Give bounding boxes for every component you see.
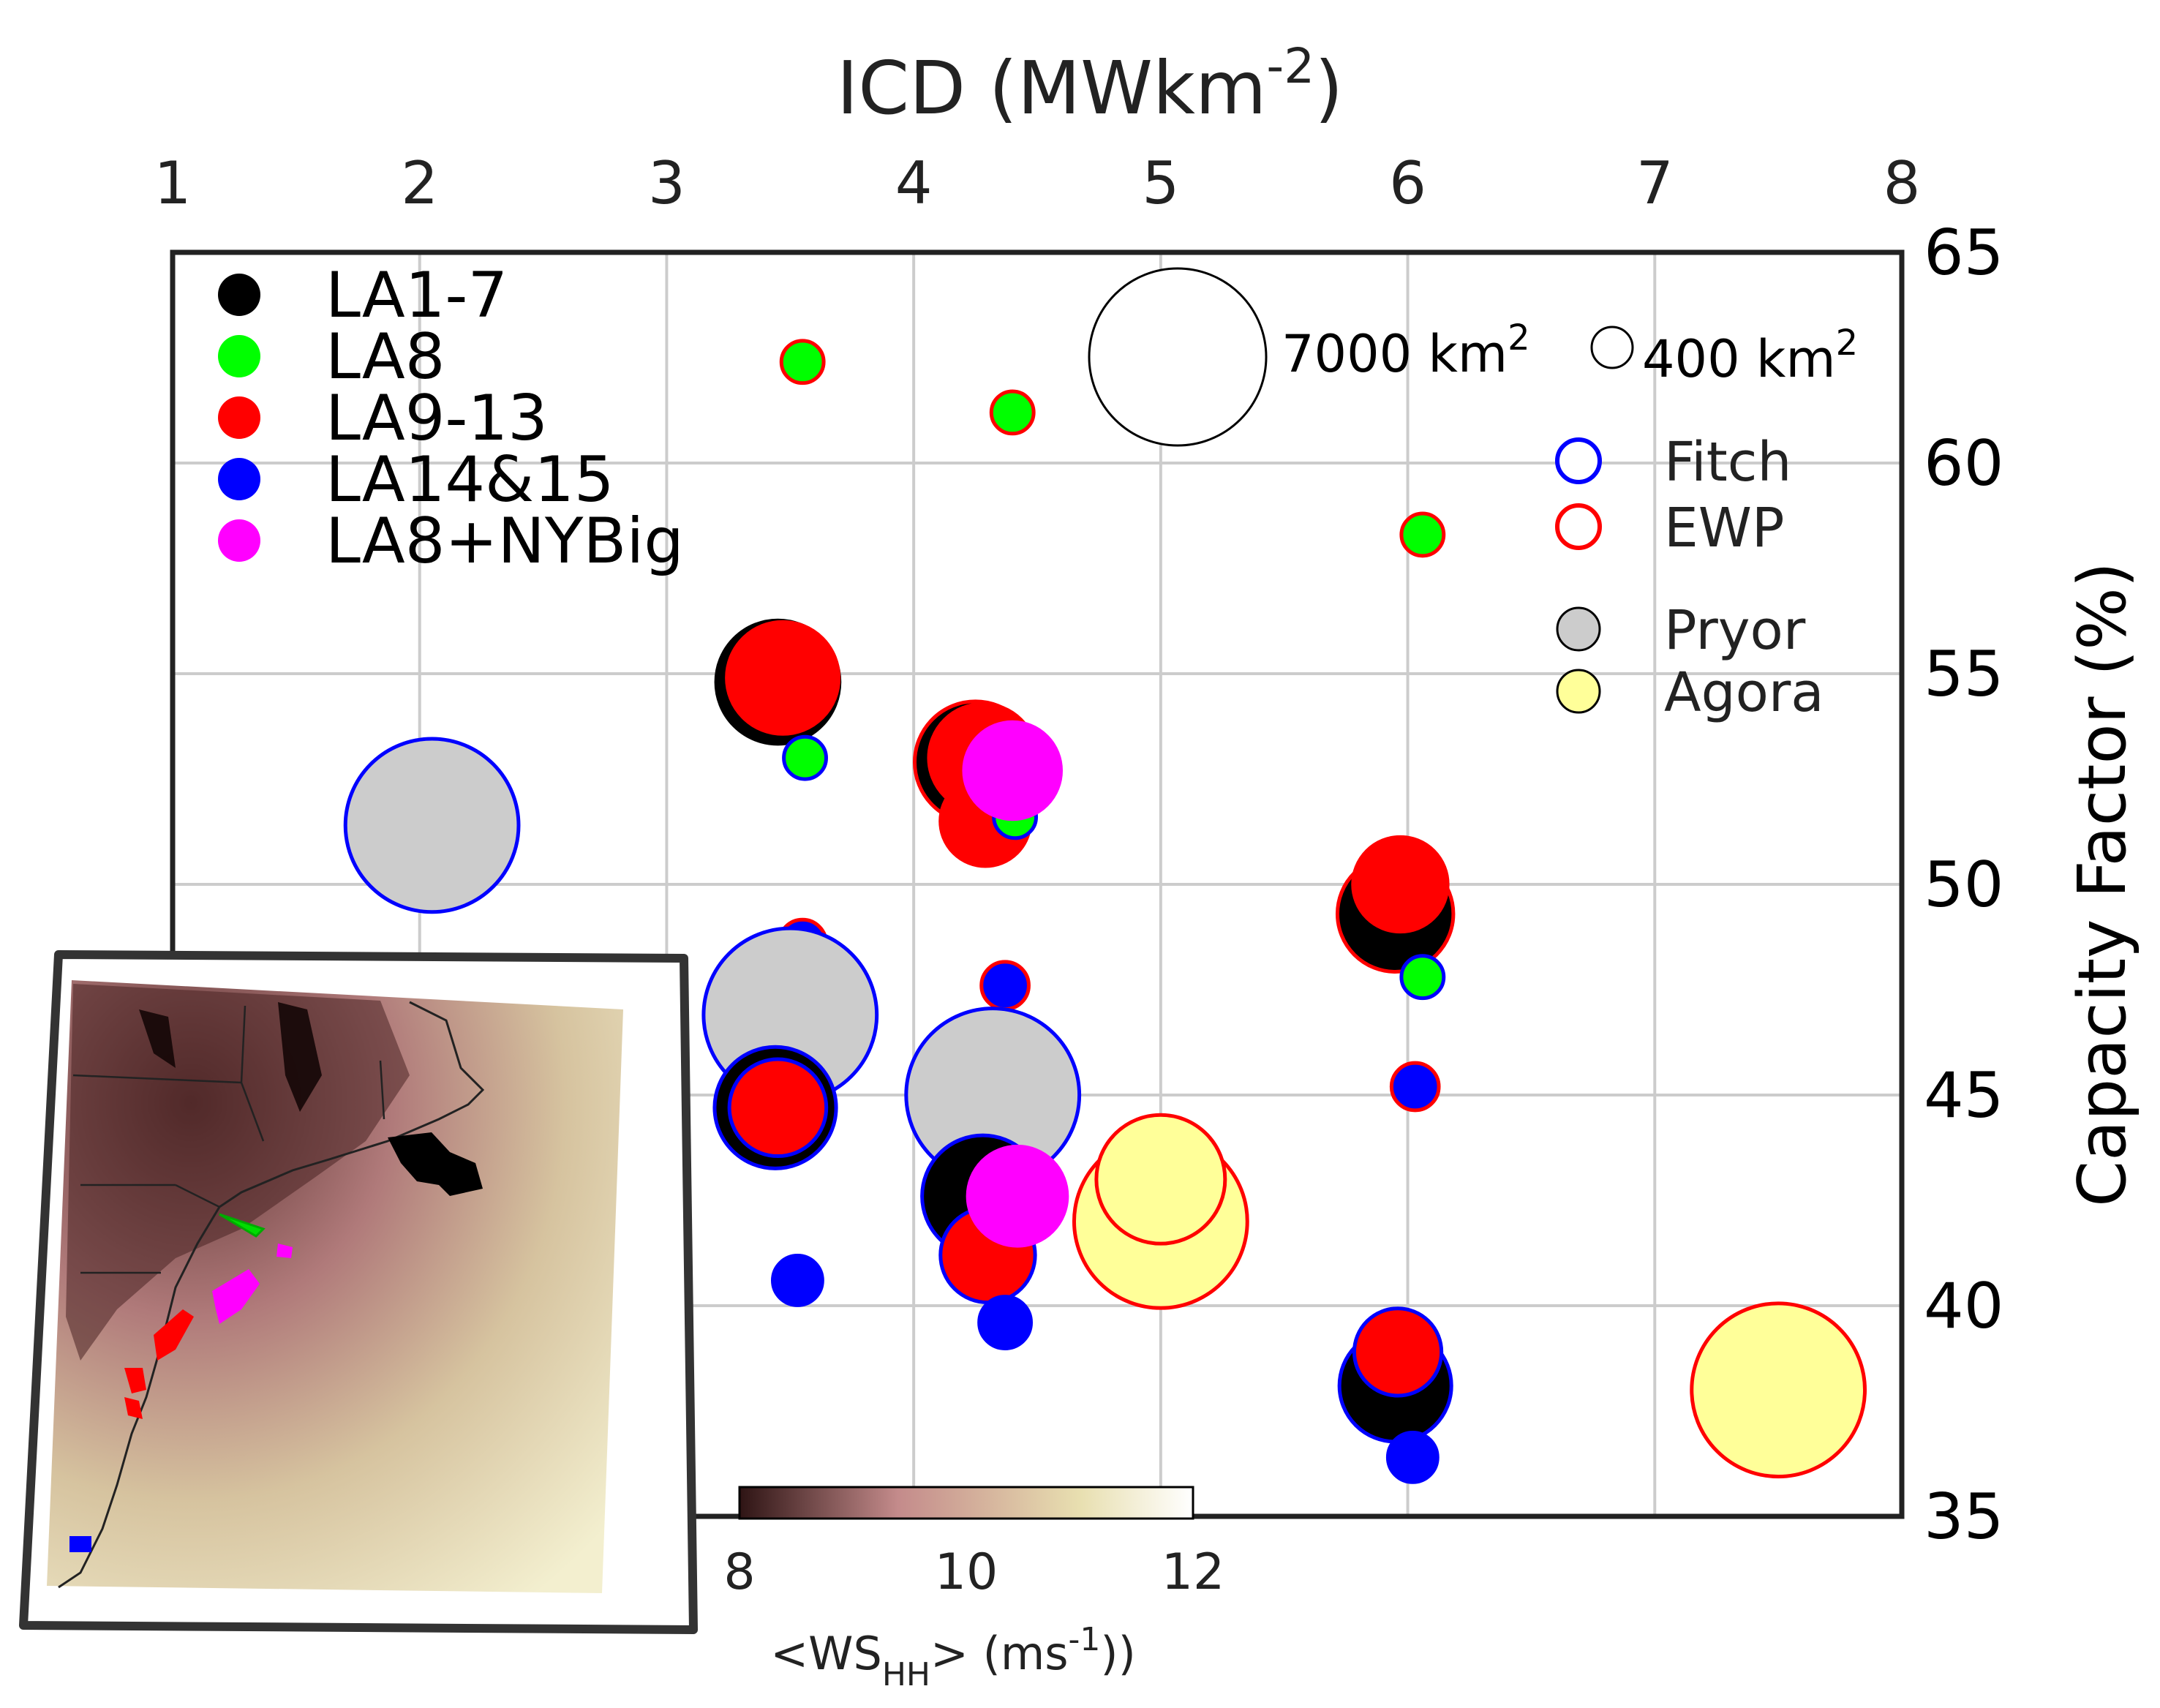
data-point (725, 620, 841, 736)
data-point (1399, 954, 1446, 1001)
data-point (1389, 1061, 1441, 1113)
legend-marker (218, 335, 260, 377)
y-tick-label: 60 (1924, 427, 2003, 500)
inset-map-borders (72, 1005, 385, 1274)
size-legend-small-circle (1590, 326, 1634, 369)
ewp-legend-marker (1555, 503, 1602, 550)
y-tick-label: 40 (1924, 1270, 2003, 1343)
x-tick-label: 2 (401, 149, 438, 217)
colorbar-tick-8: 8 (723, 1543, 755, 1601)
legend-label: LA14&15 (325, 443, 614, 516)
data-point (1385, 1430, 1440, 1484)
source-legend: Fitch EWP Pryor Agora (1555, 431, 1824, 724)
colorbar-tick-12: 12 (1162, 1543, 1225, 1601)
inset-map-farm-la8 (219, 1213, 266, 1238)
data-point (782, 734, 828, 781)
ewp-legend-label: EWP (1664, 497, 1785, 560)
x-axis-label: ICD (MWkm-2) (837, 38, 1343, 131)
fitch-legend-label: Fitch (1664, 431, 1791, 494)
x-tick-label: 3 (648, 149, 685, 217)
x-tick-label: 1 (154, 149, 192, 217)
data-point (977, 1295, 1034, 1350)
y-tick-label: 55 (1924, 638, 2003, 711)
legend-label: LA9-13 (325, 382, 548, 455)
y-tick-label: 50 (1924, 849, 2003, 922)
inset-map-mountains (139, 1002, 322, 1112)
data-point (343, 737, 521, 914)
data-point (1352, 1306, 1444, 1398)
pryor-legend-label: Pryor (1664, 599, 1806, 662)
data-point (1690, 1301, 1867, 1479)
inset-map-farm-la1-7 (388, 1132, 483, 1196)
colorbar-gradient (738, 1486, 1194, 1520)
x-tick-label: 7 (1636, 149, 1674, 217)
data-point (1094, 1113, 1227, 1246)
data-point (962, 720, 1064, 821)
legend-marker (218, 396, 260, 439)
data-point (979, 960, 1031, 1012)
legend-label: LA1-7 (325, 259, 508, 332)
x-tick-label: 4 (895, 149, 933, 217)
data-points (343, 339, 1867, 1484)
data-point (1399, 511, 1446, 558)
y-tick-labels: 35 40 45 50 55 60 65 (1924, 217, 2003, 1554)
data-point (779, 339, 826, 385)
y-tick-label: 65 (1924, 217, 2003, 290)
y-tick-label: 45 (1924, 1059, 2003, 1132)
data-point (727, 1057, 829, 1159)
inset-map-farm-la9-13 (124, 1309, 194, 1419)
legend-marker (218, 458, 260, 500)
data-point (966, 1144, 1069, 1248)
colorbar-tick-10: 10 (935, 1543, 998, 1601)
colorbar-label: <WSHH> (ms-1)) (770, 1621, 1136, 1693)
inset-map-coastline (58, 1001, 485, 1589)
inset-map (19, 950, 698, 1634)
agora-legend-label: Agora (1664, 661, 1824, 724)
x-tick-label: 8 (1884, 149, 1921, 217)
x-tick-label: 6 (1389, 149, 1426, 217)
size-legend: 7000 km2 400 km2 (1088, 267, 1858, 447)
x-axis-label-close: ) (1314, 45, 1343, 131)
data-point (1351, 835, 1450, 934)
data-point (989, 389, 1036, 436)
y-tick-label: 35 (1924, 1481, 2003, 1554)
agora-legend-marker (1556, 669, 1601, 714)
inset-map-farm-la14-15 (69, 1536, 91, 1552)
legend-label: LA8+NYBig (325, 505, 684, 578)
colorbar: 8 10 12 <WSHH> (ms-1)) (723, 1486, 1225, 1693)
y-axis-label: Capacity Factor (%) (2064, 562, 2141, 1207)
legend-marker (218, 519, 260, 562)
fitch-legend-marker (1555, 437, 1602, 484)
data-point (771, 1254, 824, 1307)
size-legend-small-label: 400 km2 (1642, 323, 1858, 389)
x-axis-label-superscript: -2 (1266, 38, 1314, 94)
legend-label: LA8 (325, 320, 445, 394)
size-legend-large-circle (1088, 267, 1268, 447)
x-tick-label: 5 (1142, 149, 1179, 217)
size-legend-large-label: 7000 km2 (1282, 317, 1530, 384)
inset-map-farm-la8-nybig (212, 1244, 293, 1324)
legend-marker (218, 274, 260, 316)
pryor-legend-marker (1556, 606, 1601, 652)
x-tick-labels: 1 2 3 4 5 6 7 8 (154, 149, 1921, 217)
